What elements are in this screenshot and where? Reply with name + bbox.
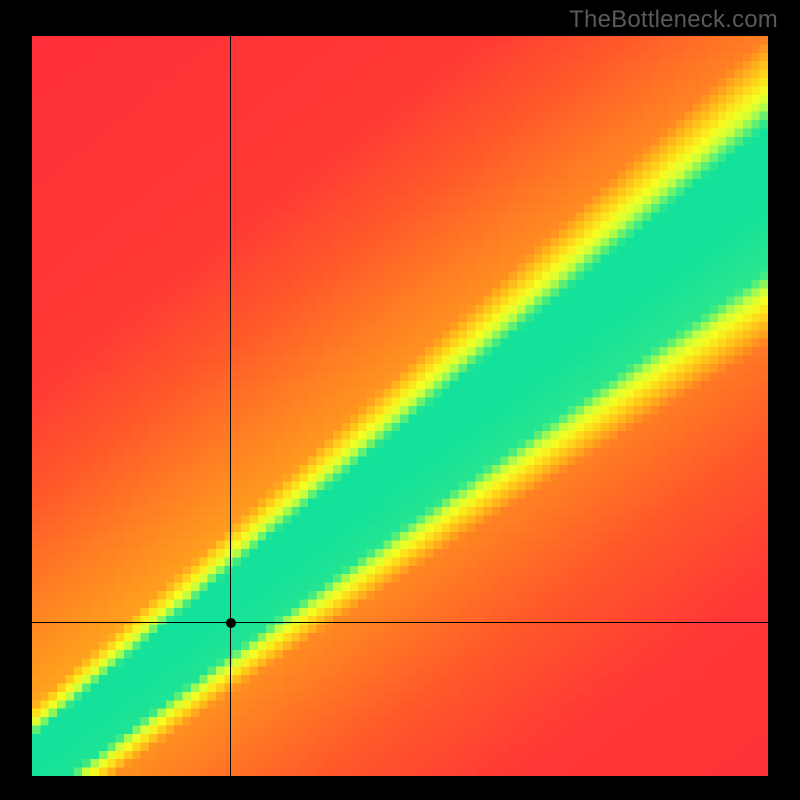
chart-container: TheBottleneck.com <box>0 0 800 800</box>
watermark-text: TheBottleneck.com <box>569 6 778 34</box>
heatmap-canvas <box>32 36 768 776</box>
heatmap-plot <box>32 36 768 776</box>
crosshair-horizontal <box>32 622 768 623</box>
selection-marker <box>226 618 236 628</box>
crosshair-vertical <box>230 36 231 776</box>
